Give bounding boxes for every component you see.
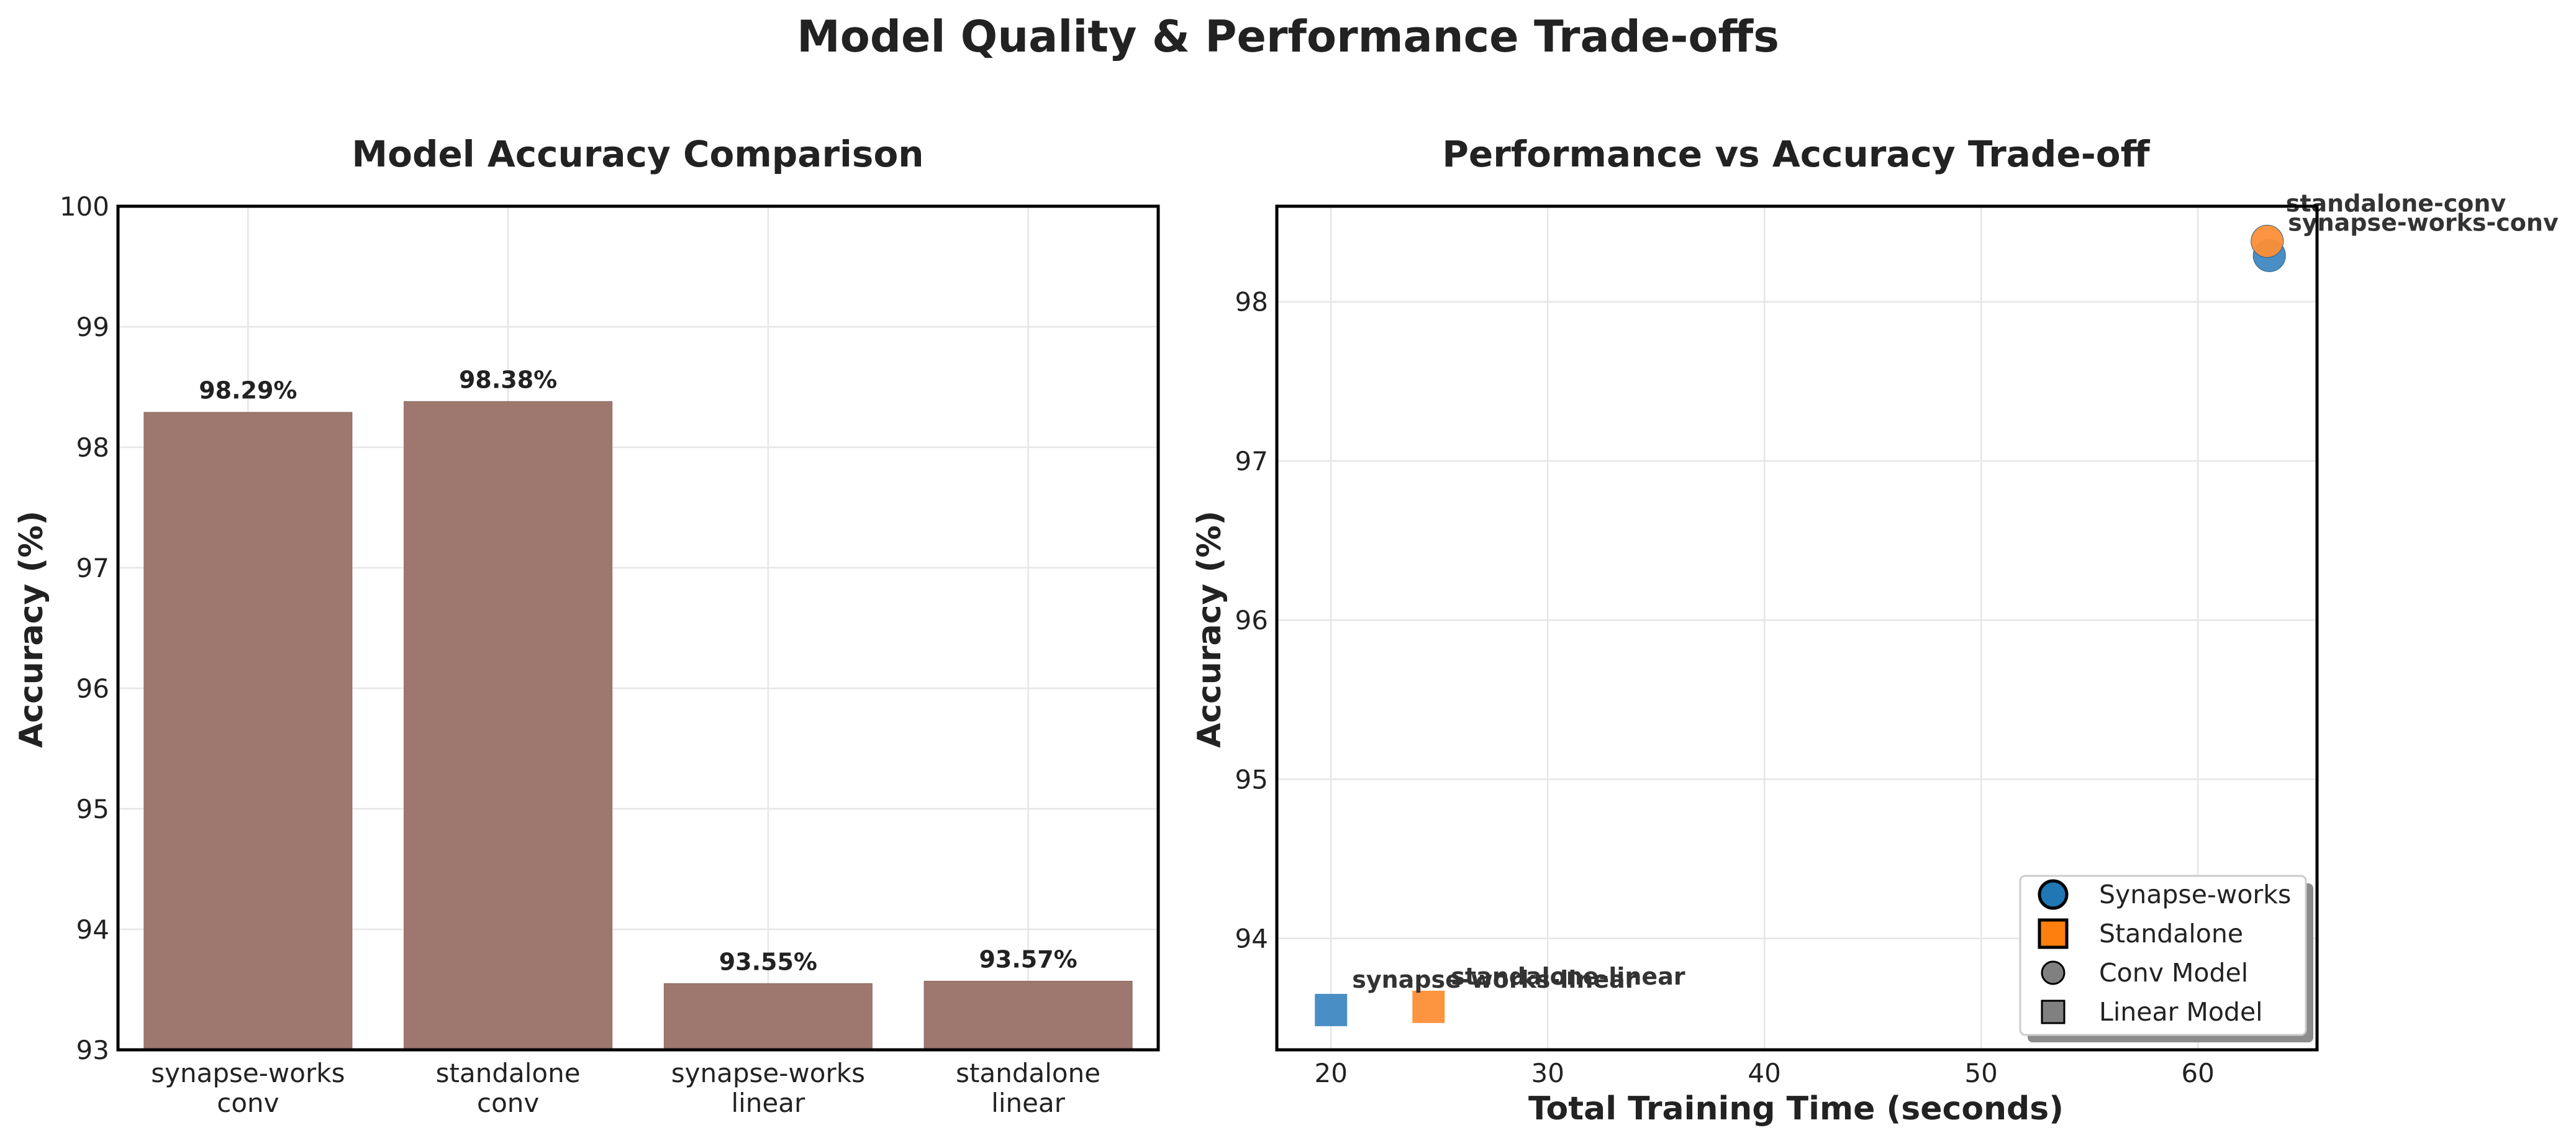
scatter-y-tick-label: 95 bbox=[1235, 764, 1268, 795]
scatter-y-tick-label: 94 bbox=[1235, 924, 1268, 954]
scatter-point-synapse-works-linear bbox=[1315, 993, 1348, 1026]
scatter-point-standalone-linear bbox=[1412, 990, 1445, 1023]
scatter-y-tick-label: 98 bbox=[1235, 287, 1268, 317]
scatter-point-standalone-conv bbox=[2251, 224, 2284, 258]
scatter-x-tick-label: 40 bbox=[1748, 1058, 1780, 1088]
scatter-point-label: synapse-works-conv bbox=[2288, 209, 2559, 236]
scatter-x-tick-label: 50 bbox=[1964, 1058, 1997, 1088]
bar-synapse-works-conv bbox=[143, 412, 353, 1050]
scatter-legend: Synapse-works Standalone Conv Model Linear … bbox=[2019, 875, 2313, 1042]
bar-standalone-linear bbox=[923, 980, 1133, 1050]
bar-value-label: 98.38% bbox=[459, 366, 557, 393]
legend-marker-synapse-works bbox=[2038, 879, 2069, 910]
figure-title: Model Quality & Performance Trade-offs bbox=[797, 11, 1779, 62]
bar-y-tick-label: 94 bbox=[76, 914, 109, 945]
bar-y-tick-label: 99 bbox=[76, 312, 109, 342]
scatter-point-label: standalone-conv bbox=[2286, 189, 2506, 217]
bar-standalone-conv bbox=[404, 401, 613, 1050]
bar-x-tick-label: standalone bbox=[436, 1058, 581, 1088]
bar-x-tick-label: conv bbox=[477, 1088, 539, 1118]
bar-x-tick-label: synapse-works bbox=[151, 1058, 345, 1088]
bar-value-label: 93.57% bbox=[979, 945, 1077, 973]
bar-chart-panel: Model Accuracy Comparison Accuracy (%) 9… bbox=[13, 133, 1160, 1118]
bar-y-tick-label: 95 bbox=[76, 794, 109, 824]
bar-x-tick-label: standalone bbox=[956, 1058, 1100, 1088]
scatter-chart-title: Performance vs Accuracy Trade-off bbox=[1442, 133, 2150, 175]
legend-label: Standalone bbox=[2099, 919, 2243, 949]
bar-x-tick-label: synapse-works bbox=[671, 1058, 865, 1088]
bar-chart-y-axis-label: Accuracy (%) bbox=[13, 511, 50, 748]
scatter-x-tick-label: 60 bbox=[2181, 1058, 2214, 1088]
scatter-x-tick-label: 30 bbox=[1531, 1058, 1564, 1088]
bar-x-tick-label: linear bbox=[991, 1088, 1066, 1118]
bar-synapse-works-linear bbox=[663, 983, 873, 1050]
bar-chart-title: Model Accuracy Comparison bbox=[351, 133, 923, 175]
legend-marker-conv-model bbox=[2041, 960, 2066, 985]
scatter-chart-panel: Performance vs Accuracy Trade-off Accura… bbox=[1191, 133, 2559, 1127]
scatter-point-label: synapse-works-linear bbox=[1352, 966, 1637, 993]
legend-marker-standalone bbox=[2038, 918, 2069, 949]
legend-marker-linear-model bbox=[2041, 1000, 2066, 1024]
scatter-point-label: standalone-linear bbox=[1451, 963, 1685, 990]
bar-x-tick-label: conv bbox=[217, 1088, 279, 1118]
bar-y-tick-label: 100 bbox=[60, 191, 109, 222]
bar-x-tick-label: linear bbox=[731, 1088, 805, 1118]
legend-label: Synapse-works bbox=[2099, 880, 2291, 909]
scatter-chart-x-axis-label: Total Training Time (seconds) bbox=[1528, 1090, 2064, 1127]
bar-value-label: 98.29% bbox=[199, 377, 297, 404]
bar-value-label: 93.55% bbox=[719, 948, 817, 975]
scatter-y-tick-label: 97 bbox=[1235, 446, 1268, 476]
bar-chart-frame bbox=[116, 204, 1160, 1052]
bar-y-tick-label: 93 bbox=[76, 1035, 109, 1065]
scatter-chart-y-axis-label: Accuracy (%) bbox=[1191, 511, 1228, 748]
legend-box bbox=[2019, 875, 2307, 1036]
bar-y-tick-label: 97 bbox=[76, 553, 109, 583]
legend-label: Linear Model bbox=[2099, 997, 2263, 1027]
bar-y-tick-label: 98 bbox=[76, 432, 109, 463]
bar-y-tick-label: 96 bbox=[76, 673, 109, 704]
scatter-chart-frame bbox=[1275, 204, 2319, 1052]
scatter-x-tick-label: 20 bbox=[1315, 1058, 1348, 1088]
scatter-y-tick-label: 96 bbox=[1235, 605, 1268, 635]
legend-label: Conv Model bbox=[2099, 958, 2248, 988]
